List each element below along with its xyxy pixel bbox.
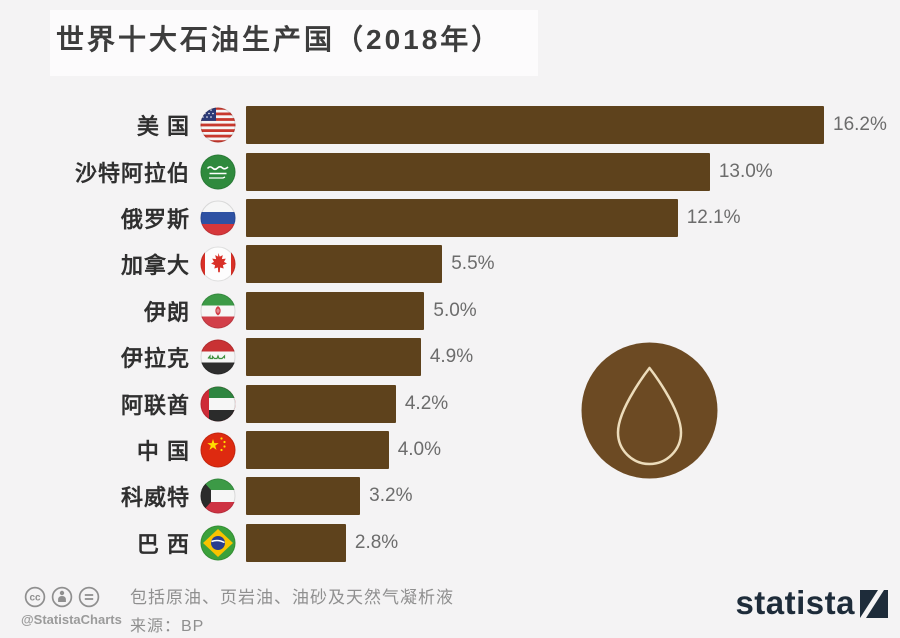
flag-russia-icon (200, 200, 236, 236)
bar-segment (246, 384, 396, 423)
flag-china-icon (200, 432, 236, 468)
equals-icon (78, 586, 100, 613)
value-label: 4.2% (404, 392, 449, 414)
chart-row-brazil: 巴 西 2.8% (40, 520, 880, 566)
country-label: 伊拉克 (120, 346, 190, 372)
chart-row-iraq: 伊拉克 4.9% (40, 334, 880, 380)
flag-kuwait-icon (200, 478, 236, 514)
bar-segment (246, 430, 389, 469)
flag-uae-icon (200, 386, 236, 422)
value-label: 12.1% (686, 206, 741, 228)
statista-logo-icon (860, 589, 888, 618)
flag-iran-icon (200, 293, 236, 329)
flag-canada-icon (200, 246, 236, 282)
country-label: 巴 西 (136, 531, 190, 557)
value-label: 13.0% (718, 160, 773, 182)
bar-segment (246, 338, 421, 377)
chart-row-canada: 加拿大 5.5% (40, 241, 880, 287)
bar-segment (246, 477, 361, 516)
oil-drop-icon (581, 342, 718, 479)
chart-title: 世界十大石油生产国（2018年） (56, 24, 503, 55)
country-label: 中 国 (136, 438, 190, 464)
chart-row-uae: 阿联酋 4.2% (40, 380, 880, 426)
title-background (50, 10, 538, 76)
value-label: 3.2% (369, 485, 413, 507)
footnote: 包括原油、页岩油、油砂及天然气凝析液 (130, 588, 454, 607)
value-label: 5.0% (433, 299, 477, 321)
value-label: 2.8% (354, 531, 399, 553)
chart-row-russia: 俄罗斯 12.1% (40, 195, 880, 241)
flag-usa-icon (200, 107, 236, 143)
attribution-icon (51, 586, 73, 613)
bar-segment (246, 198, 678, 237)
flag-saudi-arabia-icon (200, 154, 236, 190)
flag-brazil-icon (200, 525, 236, 561)
bar-segment (246, 245, 443, 284)
country-label: 沙特阿拉伯 (74, 160, 190, 186)
flag-iraq-icon (200, 339, 236, 375)
country-label: 科威特 (120, 485, 190, 511)
chart-row-china: 中 国 4.0% (40, 427, 880, 473)
country-label: 美 国 (136, 114, 190, 140)
country-label: 阿联酋 (120, 392, 190, 418)
chart-row-kuwait: 科威特 3.2% (40, 473, 880, 519)
chart-row-iran: 伊朗 5.0% (40, 288, 880, 334)
cc-icon: cc (24, 586, 46, 613)
license-badges: cc (24, 586, 100, 613)
value-label: 5.5% (451, 253, 495, 275)
statista-logo: statista (735, 586, 888, 619)
bar-segment (246, 291, 425, 330)
bar-segment (246, 523, 346, 562)
value-label: 16.2% (833, 114, 887, 136)
svg-text:cc: cc (29, 593, 41, 604)
chart-row-usa: 美 国 16.2% (40, 102, 887, 148)
chart-row-saudi-arabia: 沙特阿拉伯 13.0% (40, 148, 880, 194)
source-label: 来源：BP (130, 618, 205, 635)
bar-segment (246, 152, 710, 191)
bar-segment (246, 106, 824, 145)
value-label: 4.9% (429, 346, 474, 368)
country-label: 加拿大 (120, 253, 190, 279)
country-label: 伊朗 (143, 299, 190, 325)
statista-wordmark: statista (735, 584, 855, 621)
statista-charts-credit: @StatistaCharts (21, 612, 122, 627)
value-label: 4.0% (397, 438, 442, 460)
bar-chart: 美 国 16.2% 沙特阿拉伯 13.0% 俄罗斯 12.1% 加拿大 5.5%… (40, 102, 887, 566)
country-label: 俄罗斯 (120, 206, 190, 232)
